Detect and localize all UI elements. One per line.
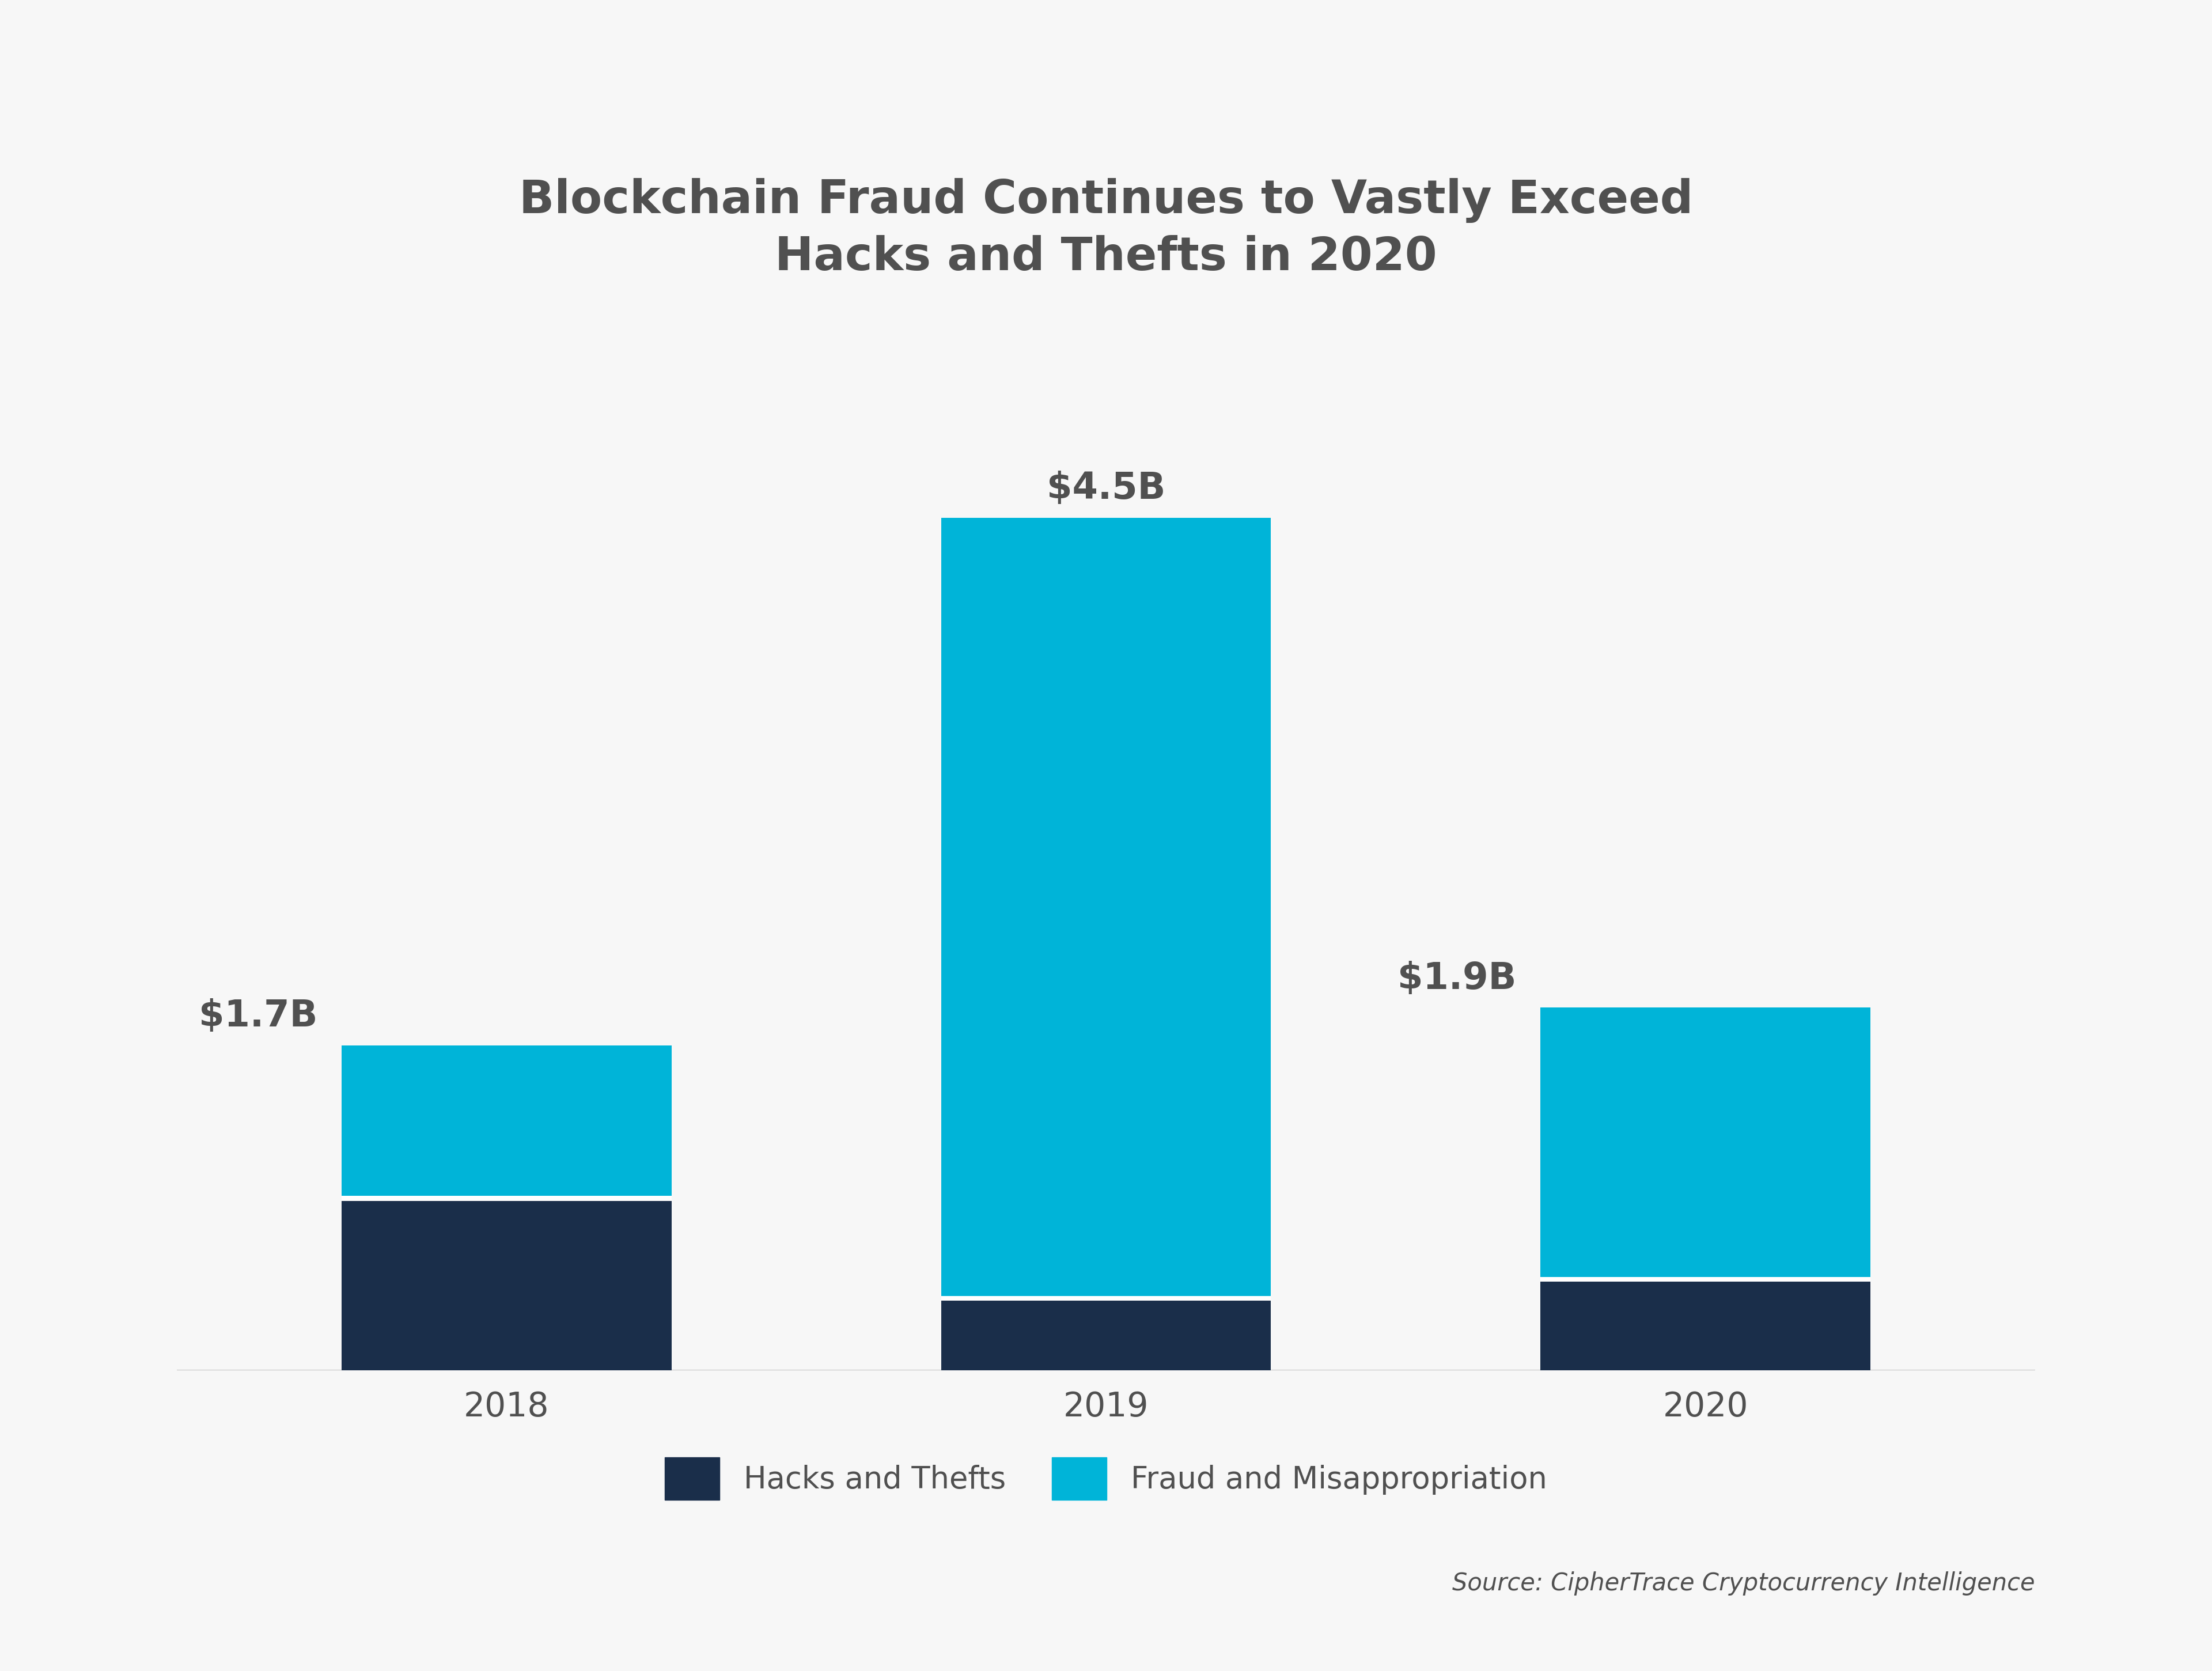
Text: $1.7B: $1.7B xyxy=(199,998,319,1034)
Legend: Hacks and Thefts, Fraud and Misappropriation: Hacks and Thefts, Fraud and Misappropria… xyxy=(666,1457,1546,1501)
Bar xyxy=(1540,1277,1869,1282)
Bar xyxy=(343,1046,672,1196)
Bar xyxy=(940,518,1272,1295)
Text: $4.5B: $4.5B xyxy=(1046,471,1166,506)
Text: Source: CipherTrace Cryptocurrency Intelligence: Source: CipherTrace Cryptocurrency Intel… xyxy=(1453,1572,2035,1596)
Bar xyxy=(1540,1282,1869,1370)
Bar xyxy=(343,1201,672,1370)
Text: $1.9B: $1.9B xyxy=(1398,961,1517,996)
Bar xyxy=(1540,1008,1869,1277)
Bar xyxy=(343,1196,672,1201)
Bar xyxy=(940,1295,1272,1300)
Title: Blockchain Fraud Continues to Vastly Exceed
Hacks and Thefts in 2020: Blockchain Fraud Continues to Vastly Exc… xyxy=(520,177,1692,281)
Bar xyxy=(940,1300,1272,1370)
